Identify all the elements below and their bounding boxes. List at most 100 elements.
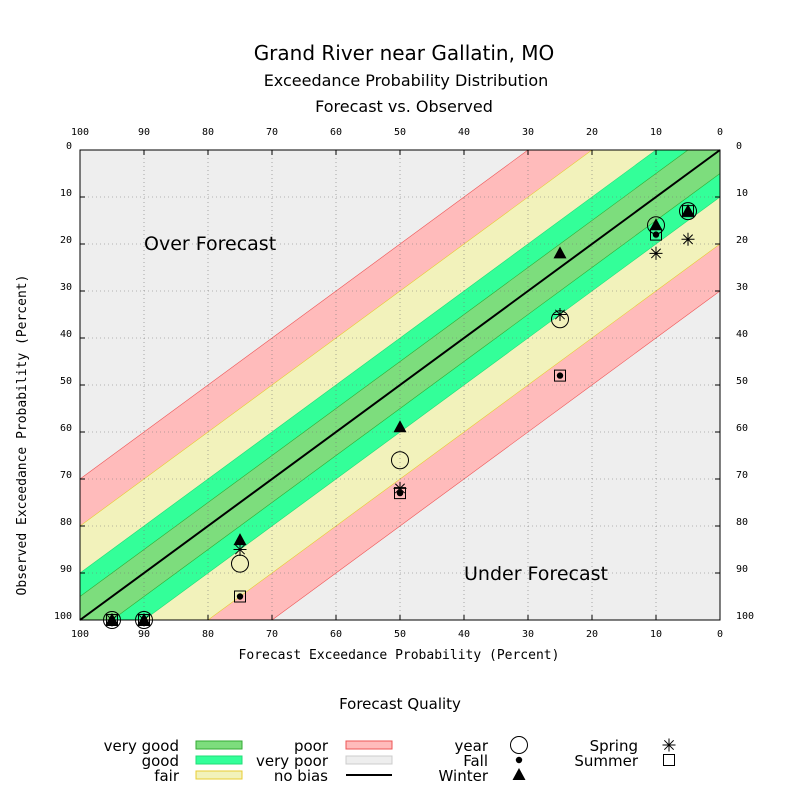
y-axis-label: Observed Exceedance Probability (Percent… [15, 275, 30, 596]
point-year [679, 202, 697, 221]
legend-label-no-bias: no bias [274, 767, 328, 785]
plot-area [79, 149, 721, 621]
y-tick-label-left: 80 [60, 517, 72, 528]
x-tick-label-top: 30 [522, 127, 534, 138]
legend-label-poor: poor [294, 737, 329, 755]
x-tick-label-top: 50 [394, 127, 406, 138]
legend-label-year: year [455, 737, 489, 755]
legend-label-good: good [142, 752, 179, 770]
x-tick-label-top: 80 [202, 127, 214, 138]
y-tick-label-right: 0 [736, 141, 742, 152]
legend-swatch-poor [345, 740, 393, 750]
y-tick-label-right: 20 [736, 235, 748, 246]
x-tick-label-top: 10 [650, 127, 662, 138]
x-tick-label-bottom: 90 [138, 629, 150, 640]
point-spring [681, 232, 695, 246]
legend-swatch-good [195, 755, 243, 765]
x-tick-label-top: 60 [330, 127, 342, 138]
point-summer [234, 590, 246, 603]
x-tick-label-bottom: 30 [522, 629, 534, 640]
x-tick-label-bottom: 10 [650, 629, 662, 640]
x-tick-label-top: 70 [266, 127, 278, 138]
legend-label-very-good: very good [104, 737, 179, 755]
point-summer [138, 614, 150, 626]
point-year [391, 451, 409, 470]
legend-marker-fall [515, 756, 523, 764]
x-tick-label-bottom: 80 [202, 629, 214, 640]
point-spring [649, 246, 663, 260]
y-tick-label-left: 30 [60, 282, 72, 293]
legend-swatch-very-poor [345, 755, 393, 765]
x-tick-label-top: 0 [717, 127, 723, 138]
legend-marker-winter [512, 768, 526, 780]
y-tick-label-left: 90 [60, 564, 72, 575]
x-tick-label-bottom: 100 [71, 629, 89, 640]
x-tick-label-top: 20 [586, 127, 598, 138]
data-markers [103, 202, 697, 629]
y-tick-label-right: 80 [736, 517, 748, 528]
point-fall [236, 593, 244, 600]
chart-subtitle-2: Forecast vs. Observed [315, 97, 493, 116]
x-tick-label-bottom: 70 [266, 629, 278, 640]
x-tick-label-bottom: 0 [717, 629, 723, 640]
x-tick-label-top: 100 [71, 127, 89, 138]
legend-label-fair: fair [154, 767, 180, 785]
y-tick-label-left: 100 [54, 611, 72, 622]
point-winter [649, 218, 663, 231]
chart-subtitle-1: Exceedance Probability Distribution [264, 71, 549, 90]
x-tick-label-bottom: 20 [586, 629, 598, 640]
y-tick-label-right: 40 [736, 329, 748, 340]
point-winter [681, 204, 695, 217]
y-tick-label-right: 100 [736, 611, 754, 622]
y-tick-label-left: 20 [60, 235, 72, 246]
y-tick-label-left: 10 [60, 188, 72, 199]
y-tick-label-left: 60 [60, 423, 72, 434]
point-spring [105, 613, 119, 627]
y-tick-label-right: 70 [736, 470, 748, 481]
point-winter [233, 533, 247, 546]
point-spring [553, 308, 567, 321]
point-summer [554, 369, 566, 382]
y-tick-label-right: 50 [736, 376, 748, 387]
legend-label-summer: Summer [574, 752, 638, 770]
point-spring [393, 481, 407, 495]
legend-label-very-poor: very poor [256, 752, 329, 770]
y-tick-label-right: 90 [736, 564, 748, 575]
x-axis-label: Forecast Exceedance Probability (Percent… [239, 648, 560, 663]
legend-marker-year [510, 736, 528, 754]
y-tick-label-right: 10 [736, 188, 748, 199]
legend-swatch-very-good [195, 740, 243, 750]
point-winter [553, 246, 567, 259]
x-tick-label-bottom: 40 [458, 629, 470, 640]
legend-label-spring: Spring [590, 737, 638, 755]
y-tick-label-left: 50 [60, 376, 72, 387]
point-year [135, 611, 153, 629]
chart-title: Grand River near Gallatin, MO [254, 41, 555, 65]
point-summer [106, 614, 118, 626]
point-summer [394, 487, 406, 500]
y-tick-label-right: 30 [736, 282, 748, 293]
x-tick-label-bottom: 60 [330, 629, 342, 640]
legend-marker-spring [662, 738, 676, 752]
point-summer [682, 205, 694, 218]
point-fall [556, 372, 564, 379]
x-tick-label-bottom: 50 [394, 629, 406, 640]
legend-label-fall: Fall [463, 752, 488, 770]
point-summer [650, 228, 662, 241]
point-winter [393, 420, 407, 433]
point-fall [652, 231, 660, 238]
x-tick-label-top: 90 [138, 127, 150, 138]
x-tick-label-top: 40 [458, 127, 470, 138]
no-bias-line [79, 149, 721, 621]
y-tick-label-left: 0 [66, 141, 72, 152]
axis-ticks: 1001009090808070706060505040403030202010… [54, 127, 754, 640]
legend-label-winter: Winter [439, 767, 489, 785]
under-forecast-label: Under Forecast [464, 563, 608, 585]
y-tick-label-right: 60 [736, 423, 748, 434]
legend-marker-summer [663, 754, 675, 766]
y-tick-label-left: 70 [60, 470, 72, 481]
over-forecast-label: Over Forecast [144, 233, 276, 255]
point-spring [137, 613, 151, 627]
